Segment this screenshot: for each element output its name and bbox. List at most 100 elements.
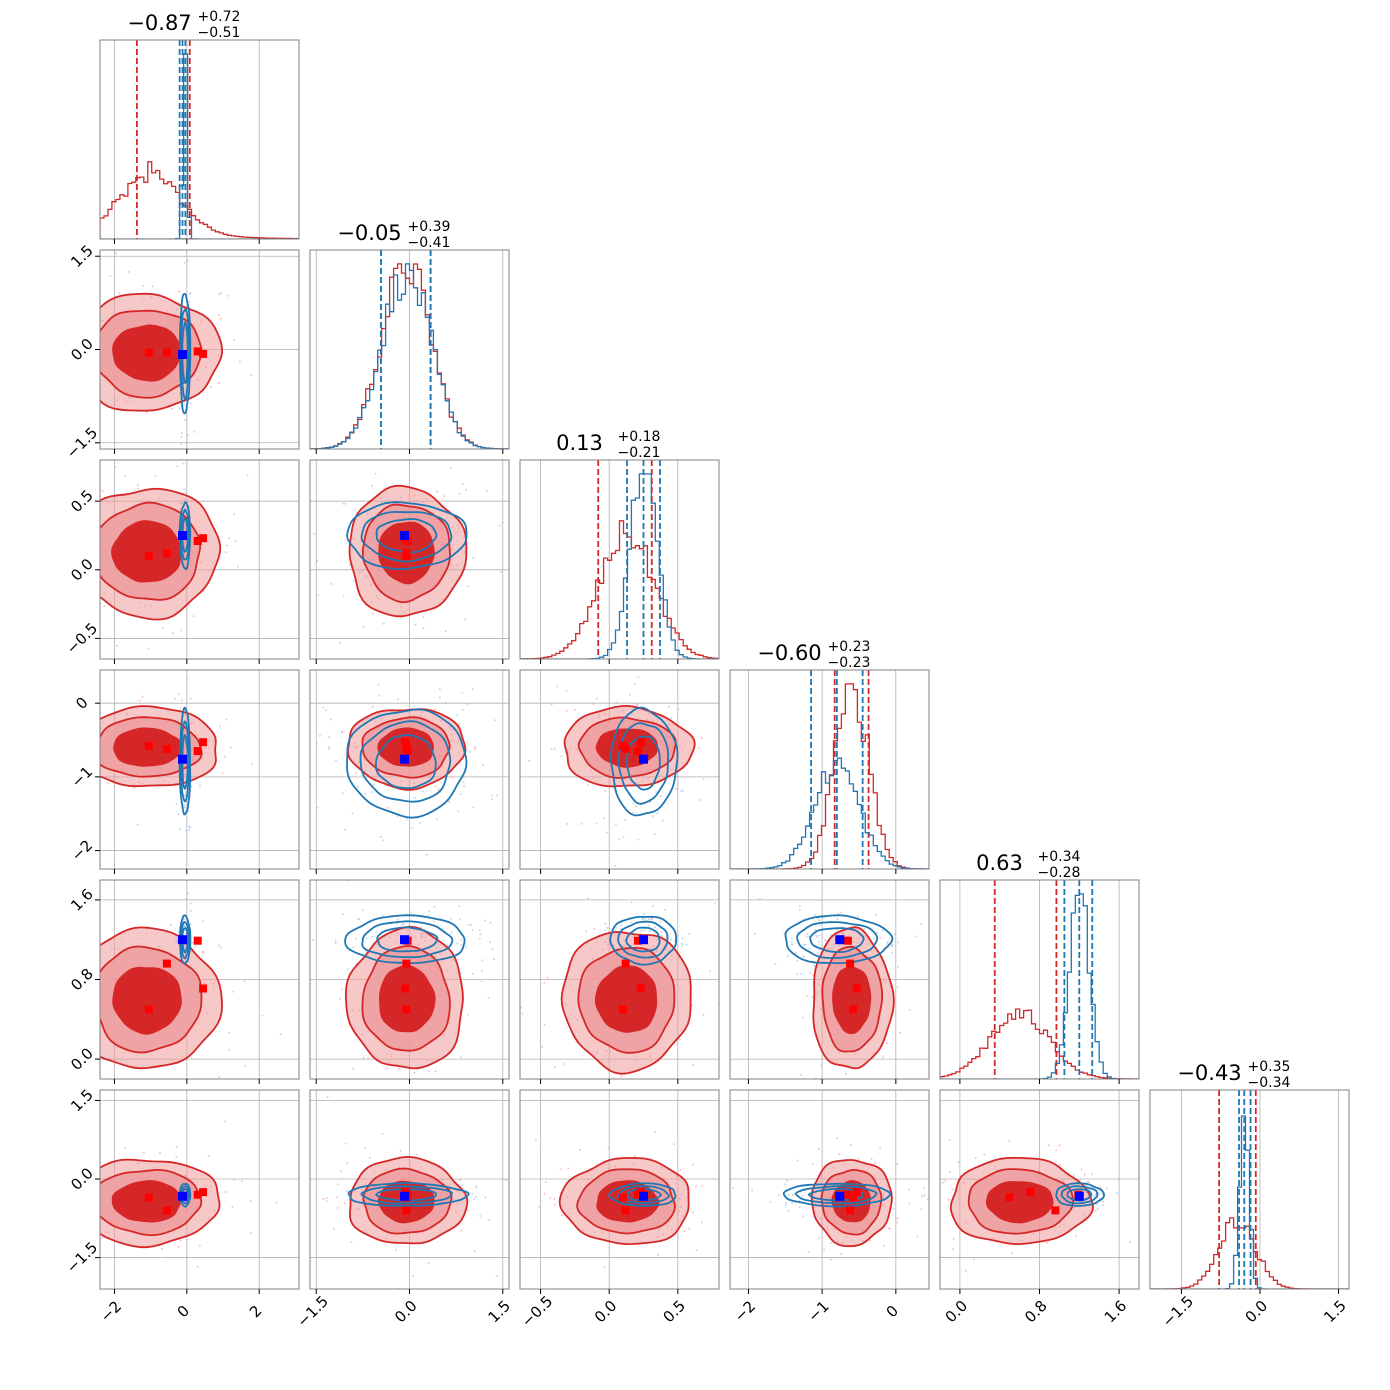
scatter-point: [460, 944, 463, 946]
secondary-marker: [1074, 1191, 1084, 1201]
scatter-point: [788, 1193, 791, 1196]
scatter-point: [183, 488, 186, 491]
primary-marker: [852, 984, 861, 993]
scatter-point: [171, 407, 174, 410]
scatter-point: [109, 274, 112, 277]
scatter-point: [549, 1196, 552, 1199]
scatter-point: [820, 1064, 823, 1067]
secondary-contour: [784, 914, 894, 964]
scatter-point: [372, 783, 375, 786]
scatter-point: [660, 934, 663, 937]
scatter-point: [593, 927, 596, 930]
scatter-point: [459, 1179, 462, 1182]
scatter-point: [371, 935, 374, 938]
scatter-point: [786, 955, 789, 958]
scatter-point: [414, 623, 417, 626]
scatter-point: [830, 1258, 833, 1261]
primary-marker: [843, 1190, 852, 1199]
primary-marker: [199, 1188, 208, 1197]
scatter-point: [885, 1042, 888, 1044]
secondary-marker: [178, 531, 187, 540]
y-tick-label: 0.8: [67, 965, 97, 995]
primary-marker: [618, 1193, 627, 1202]
scatter-point: [345, 1190, 348, 1193]
scatter-point: [559, 1168, 562, 1171]
scatter-point: [813, 964, 816, 967]
scatter-point: [43, 1179, 45, 1181]
scatter-point: [1048, 1292, 1050, 1294]
scatter-point: [1080, 1168, 1083, 1171]
scatter-point: [796, 973, 799, 976]
scatter-point: [387, 806, 390, 809]
scatter-point: [521, 1012, 524, 1015]
scatter-point: [354, 937, 357, 940]
scatter-point: [88, 1213, 90, 1215]
scatter-point: [425, 853, 428, 856]
scatter-point: [441, 927, 444, 930]
scatter-point: [48, 355, 50, 357]
scatter-point: [678, 1038, 681, 1041]
scatter-point: [382, 622, 385, 625]
scatter-point: [660, 931, 663, 934]
scatter-point: [630, 901, 633, 904]
scatter-point: [183, 804, 186, 807]
scatter-point: [565, 689, 568, 692]
plot-area: [313, 466, 504, 644]
panel-frame: [729, 669, 930, 870]
scatter-point: [185, 491, 187, 494]
scatter-point: [228, 1031, 230, 1034]
panel-4-1: [309, 879, 510, 1084]
panel-3-3: −0.60 +0.23−0.23: [729, 639, 930, 874]
plot-area: [534, 1130, 704, 1269]
scatter-point: [94, 555, 96, 557]
scatter-point: [700, 1221, 703, 1224]
scatter-point: [363, 1147, 366, 1150]
scatter-point: [81, 1029, 83, 1031]
scatter-point: [699, 799, 702, 801]
scatter-point: [413, 1071, 416, 1074]
y-tick-label: −2: [68, 836, 96, 864]
scatter-point: [90, 990, 92, 992]
scatter-point: [436, 490, 439, 493]
y-tick-label: 0: [72, 693, 91, 712]
scatter-point: [1058, 1144, 1061, 1147]
scatter-point: [92, 723, 94, 725]
scatter-point: [55, 1253, 57, 1255]
scatter-point: [328, 746, 331, 749]
secondary-contour: [625, 926, 661, 953]
scatter-point: [798, 909, 801, 912]
panel-4-0: 0.0 0.8 1.6: [58, 879, 300, 1084]
y-tick-label: 0.0: [67, 1044, 97, 1074]
secondary-contour: [608, 1182, 677, 1207]
plot-area: [43, 1120, 278, 1291]
scatter-point: [819, 924, 822, 927]
scatter-point: [94, 1289, 96, 1291]
scatter-point: [179, 707, 182, 710]
primary-marker: [401, 984, 410, 993]
scatter-point: [701, 737, 703, 740]
scatter-point: [450, 917, 453, 920]
plot-area: [310, 250, 509, 449]
scatter-point: [315, 1194, 318, 1197]
panel-frame: [729, 1089, 930, 1290]
scatter-point: [336, 1196, 339, 1199]
scatter-point: [238, 360, 241, 363]
scatter-point: [539, 1145, 542, 1148]
panel-5-2: −0.5 0.0 0.5: [518, 1089, 720, 1331]
scatter-point: [184, 418, 187, 421]
x-tick-label: 2: [246, 1302, 265, 1321]
panel-title-lower: −0.34: [1248, 1075, 1291, 1091]
scatter-point: [554, 1066, 556, 1069]
scatter-point: [471, 1192, 474, 1195]
scatter-point: [147, 647, 150, 650]
panel-frame: [99, 459, 300, 660]
scatter-point: [471, 557, 474, 560]
scatter-point: [798, 1206, 801, 1209]
scatter-point: [437, 787, 440, 790]
panel-2-2: 0.13 +0.18−0.21: [519, 429, 720, 664]
scatter-point: [493, 719, 496, 722]
scatter-point: [58, 1016, 60, 1018]
scatter-point: [221, 772, 224, 775]
scatter-point: [681, 776, 684, 779]
plot-area: [940, 880, 1139, 1079]
